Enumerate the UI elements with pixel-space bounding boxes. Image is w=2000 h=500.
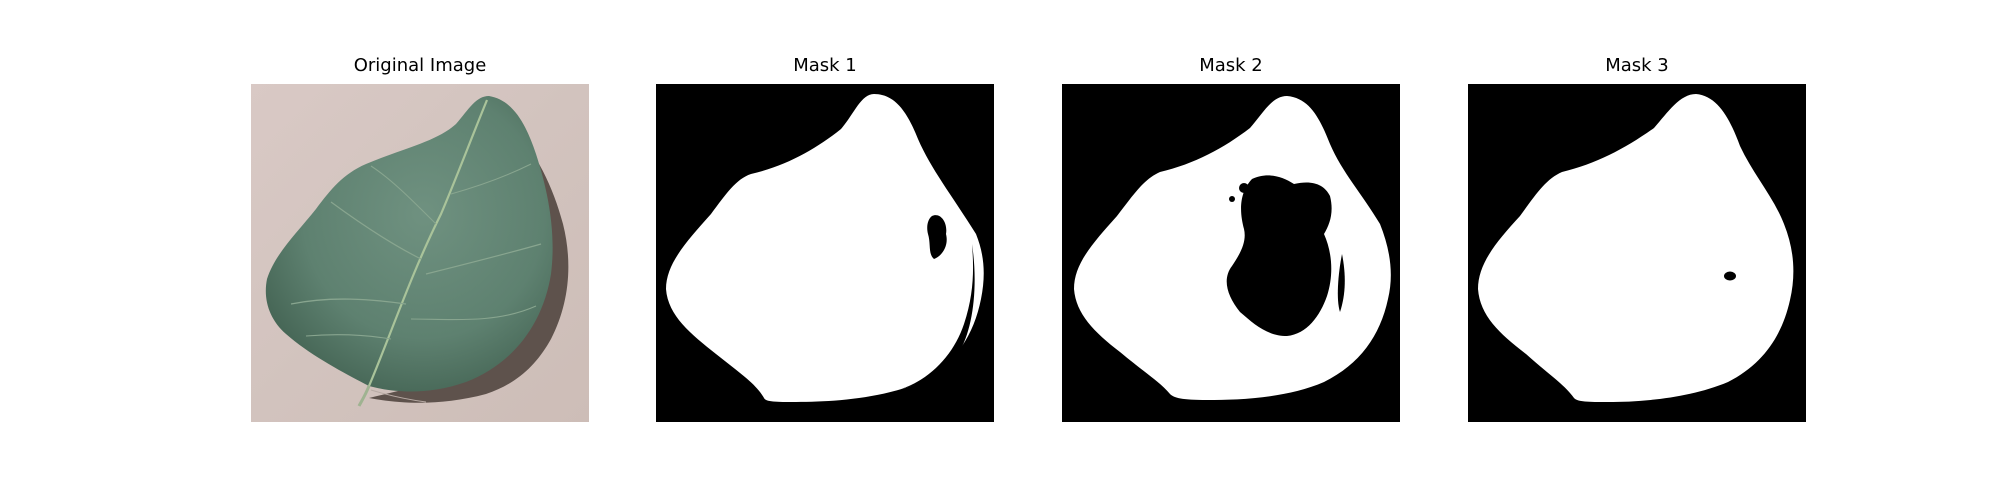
leaf-photo [251,84,589,422]
panel-title: Original Image [353,55,487,76]
panel-title: Mask 3 [1605,55,1669,76]
panel-title: Mask 1 [793,55,857,76]
mask-1-image [656,84,994,422]
mask-2-image [1062,84,1400,422]
mask-3-image [1468,84,1806,422]
panel-title: Mask 2 [1199,55,1263,76]
